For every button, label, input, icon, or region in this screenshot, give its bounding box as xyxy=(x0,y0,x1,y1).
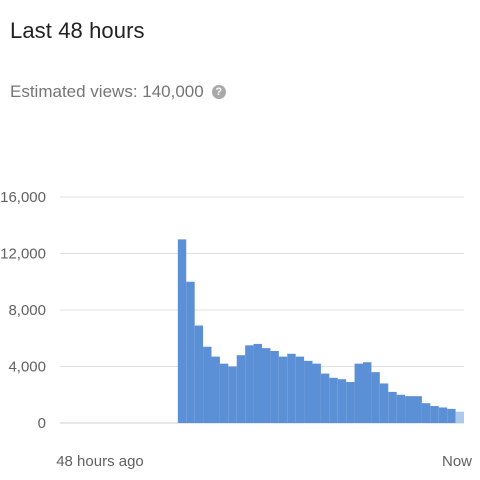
bar[interactable] xyxy=(438,407,448,423)
bar[interactable] xyxy=(203,346,212,423)
bar[interactable] xyxy=(447,408,456,423)
bar[interactable] xyxy=(245,345,254,423)
estimated-views: Estimated views: 140,000 ? xyxy=(10,82,226,102)
bar[interactable] xyxy=(253,343,262,423)
y-tick-label: 16,000 xyxy=(0,189,46,206)
y-tick-label: 4,000 xyxy=(8,359,46,376)
bar[interactable] xyxy=(405,396,414,423)
bar[interactable] xyxy=(228,366,237,424)
bar[interactable] xyxy=(262,348,271,423)
bar[interactable] xyxy=(312,363,321,423)
bar[interactable] xyxy=(396,394,406,423)
bar[interactable] xyxy=(371,372,380,423)
bar[interactable] xyxy=(236,355,246,423)
bar[interactable] xyxy=(304,360,313,423)
bar[interactable] xyxy=(421,403,431,423)
bar[interactable] xyxy=(413,396,422,423)
bar[interactable] xyxy=(346,382,355,423)
bar[interactable] xyxy=(278,356,288,423)
bar[interactable] xyxy=(329,377,338,423)
bar[interactable] xyxy=(388,391,397,423)
y-tick-label: 0 xyxy=(38,415,46,432)
bar[interactable] xyxy=(430,406,439,423)
bar[interactable] xyxy=(354,363,363,423)
y-tick-label: 8,000 xyxy=(8,302,46,319)
bar[interactable] xyxy=(194,325,204,423)
bar[interactable] xyxy=(270,350,279,423)
y-tick-label: 12,000 xyxy=(0,246,46,263)
estimated-views-label: Estimated views: 140,000 xyxy=(10,82,204,101)
bar[interactable] xyxy=(320,373,330,423)
page-title: Last 48 hours xyxy=(10,18,145,43)
bar[interactable] xyxy=(455,411,464,423)
bar[interactable] xyxy=(219,363,229,423)
bar[interactable] xyxy=(287,353,296,423)
bar[interactable] xyxy=(363,362,372,423)
bar[interactable] xyxy=(177,239,187,423)
bar[interactable] xyxy=(186,281,195,423)
bar[interactable] xyxy=(295,356,305,423)
x-label-end: Now xyxy=(442,453,472,470)
bar[interactable] xyxy=(211,356,220,423)
bar[interactable] xyxy=(337,379,347,423)
x-label-start: 48 hours ago xyxy=(56,453,144,470)
bar[interactable] xyxy=(379,383,389,423)
help-icon[interactable]: ? xyxy=(211,85,226,99)
